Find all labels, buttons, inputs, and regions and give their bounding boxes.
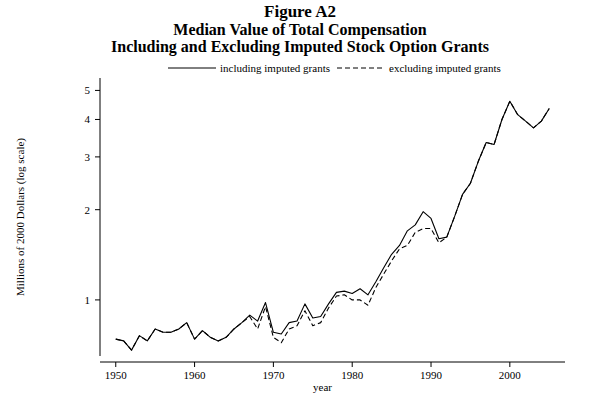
y-tick <box>95 156 100 157</box>
legend-label: including imputed grants <box>220 62 330 74</box>
legend-label: excluding imputed grants <box>389 62 501 74</box>
x-axis-label: year <box>313 381 332 393</box>
legend-swatch <box>168 68 216 69</box>
x-tick <box>194 362 195 367</box>
plot-area <box>116 101 549 350</box>
y-tick <box>95 209 100 210</box>
chart: Figure A2Median Value of Total Compensat… <box>0 0 600 396</box>
y-tick-label: 5 <box>85 84 91 96</box>
subtitle: Including and Excluding Imputed Stock Op… <box>111 38 489 56</box>
x-tick-label: 1980 <box>341 369 364 381</box>
x-tick-label: 2000 <box>499 369 522 381</box>
y-tick-label: 1 <box>85 294 91 306</box>
series-line <box>116 101 549 350</box>
x-axis <box>100 362 565 363</box>
title: Figure A2 <box>264 2 336 21</box>
x-tick <box>352 362 353 367</box>
x-tick-label: 1990 <box>420 369 443 381</box>
y-axis-label: Millions of 2000 Dollars (log scale) <box>14 138 27 296</box>
y-tick <box>95 119 100 120</box>
y-tick-label: 2 <box>85 204 91 216</box>
x-tick-label: 1950 <box>105 369 128 381</box>
series-line <box>116 101 549 350</box>
x-tick-label: 1960 <box>184 369 207 381</box>
legend-swatch <box>337 68 385 69</box>
x-tick-label: 1970 <box>262 369 285 381</box>
y-tick-label: 3 <box>85 151 91 163</box>
subtitle: Median Value of Total Compensation <box>173 21 426 39</box>
x-tick <box>509 362 510 367</box>
x-tick <box>431 362 432 367</box>
x-tick <box>115 362 116 367</box>
y-tick <box>95 90 100 91</box>
y-tick-label: 4 <box>85 113 91 125</box>
legend: including imputed grants excluding impute… <box>168 62 501 74</box>
x-tick <box>273 362 274 367</box>
y-tick <box>95 299 100 300</box>
